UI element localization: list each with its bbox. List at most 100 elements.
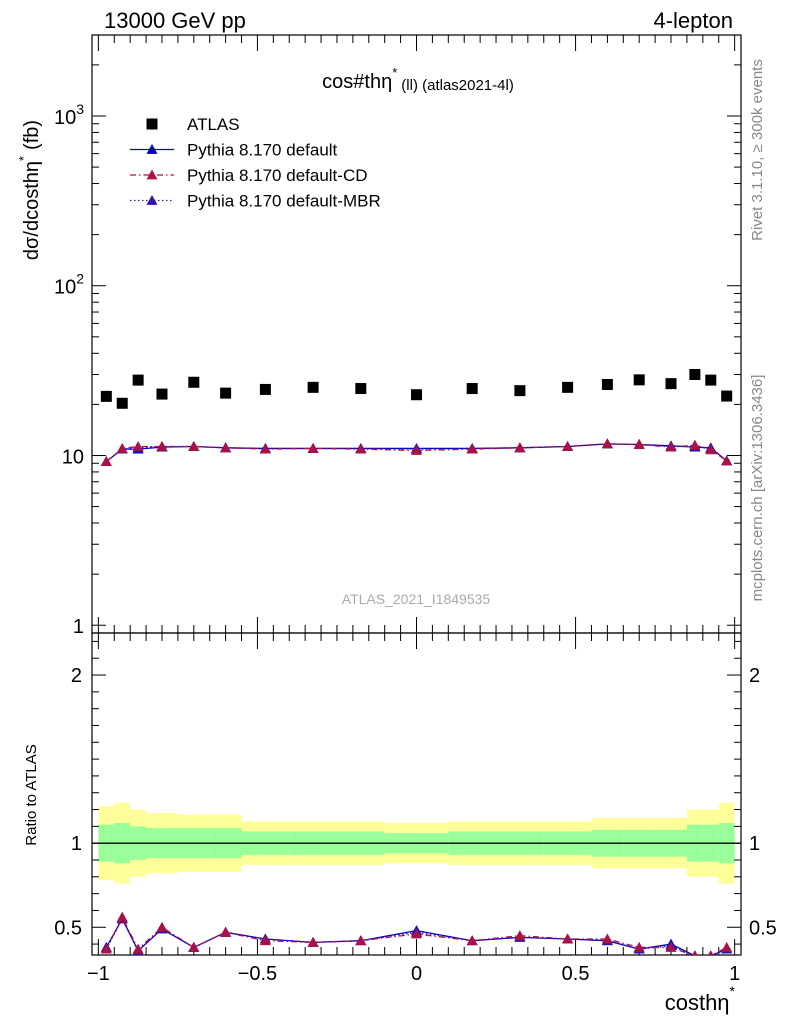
- pythia-default-cd-point: [132, 440, 144, 451]
- ratio-frame: [91, 632, 742, 956]
- ratio-y-axis-label: Ratio to ATLAS: [23, 744, 40, 845]
- y-tick-label-base: 10: [54, 277, 76, 299]
- plot-title-sub: (ll) (atlas2021-4l): [401, 77, 514, 94]
- plot-title-sup: *: [392, 65, 397, 80]
- atlas-data-point: [466, 383, 478, 395]
- pythia-default-cd-point: [259, 443, 271, 454]
- pythia-default-cd-point: [562, 440, 574, 451]
- rivet-version-label: Rivet 3.1.10, ≥ 300k events: [749, 59, 766, 241]
- pythia-default-cd-point: [355, 443, 367, 454]
- atlas-data-point: [633, 374, 645, 386]
- ratio-pythia-default-cd-point: [721, 941, 733, 952]
- ratio-pythia-default-cd-point: [633, 941, 645, 952]
- y-tick-label-ratio-right: 0.5: [749, 917, 777, 939]
- atlas-data-point: [188, 376, 200, 388]
- ratio-pythia-default-cd-point: [562, 933, 574, 944]
- ratio-pythia-default-cd-point: [220, 926, 232, 937]
- pythia-default-cd-point: [100, 456, 112, 467]
- ratio-pythia-default-cd-point: [601, 933, 613, 944]
- x-axis-label: costhη*: [665, 983, 736, 1015]
- plot-title: cos#thη* (ll) (atlas2021-4l): [322, 65, 514, 94]
- legend-marker: [146, 169, 158, 180]
- atlas-data-point: [689, 368, 701, 380]
- pythia-default-cd-point: [156, 440, 168, 451]
- header-left: 13000 GeV pp: [104, 8, 246, 33]
- atlas-data-point: [100, 390, 112, 402]
- ratio-pythia-default-cd-point: [514, 930, 526, 941]
- x-axis-label-main: costhη: [665, 990, 730, 1015]
- legend-marker: [146, 144, 158, 154]
- y-tick-label-base: 1: [73, 616, 84, 638]
- legend-label: Pythia 8.170 default-CD: [187, 166, 368, 185]
- ratio-pythia-default-cd-point: [307, 936, 319, 947]
- y-tick-label: 102: [54, 271, 84, 299]
- atlas-data-point: [259, 383, 271, 395]
- ratio-pythia-default-cd-point: [116, 911, 128, 922]
- legend-label: ATLAS: [187, 115, 240, 134]
- y-tick-label-ratio: 0.5: [54, 917, 82, 939]
- pythia-default-cd-point: [307, 442, 319, 453]
- atlas-data-point: [721, 390, 733, 402]
- pythia-default-cd-point: [220, 442, 232, 453]
- pythia-default-cd-point: [466, 443, 478, 454]
- y-tick-label: 1: [73, 616, 84, 638]
- atlas-data-point: [665, 378, 677, 390]
- ratio-series: [100, 911, 733, 955]
- pythia-default-cd-point: [188, 440, 200, 451]
- pythia-default-cd-point: [665, 441, 677, 452]
- legend-label: Pythia 8.170 default: [187, 141, 338, 160]
- atlas-data-point: [514, 385, 526, 397]
- y-tick-label: 10: [62, 446, 84, 468]
- atlas-data-point: [220, 387, 232, 399]
- atlas-data-point: [562, 381, 574, 393]
- x-tick-label: 0.5: [562, 963, 590, 985]
- x-axis-label-sup: *: [730, 983, 736, 999]
- x-tick-label: −1: [87, 963, 110, 985]
- y-axis-label-sup: *: [16, 156, 31, 161]
- y-tick-label-ratio: 1: [71, 833, 82, 855]
- ratio-pythia-default-cd-point: [259, 935, 271, 946]
- pythia-default-cd-point: [411, 444, 422, 455]
- main-series: [100, 368, 733, 467]
- x-tick-label: 0: [411, 963, 422, 985]
- legend-marker-atlas: [146, 118, 158, 130]
- ratio-pythia-default-cd-point: [665, 941, 677, 952]
- ratio-pythia-default-cd-point: [355, 935, 367, 946]
- legend-marker: [146, 195, 158, 205]
- y-tick-label-exponent: 2: [76, 271, 84, 287]
- plot-title-main: cos#thη: [322, 71, 392, 93]
- y-tick-label-ratio-right: 1: [749, 833, 760, 855]
- ratio-pythia-default-cd-point: [188, 941, 200, 952]
- atlas-data-point: [307, 381, 319, 393]
- ratio-pythia-default-cd-point: [466, 935, 478, 946]
- y-axis-label-main: dσ/dcosthη: [21, 161, 43, 260]
- pythia-default-cd-point: [633, 439, 645, 449]
- pythia-default-cd-point: [705, 444, 717, 455]
- ratio-pythia-default-cd-point: [132, 943, 144, 954]
- pythia-default-cd-point: [721, 455, 733, 466]
- ratio-pythia-default-cd-point: [692, 950, 698, 955]
- pythia-default-cd-point: [601, 438, 613, 449]
- ratio-pythia-default-cd-point: [708, 950, 714, 955]
- pythia-default-cd-point: [689, 439, 701, 450]
- ratio-pythia-default-cd-point: [100, 943, 112, 954]
- atlas-data-point: [355, 383, 367, 395]
- analysis-watermark: ATLAS_2021_I1849535: [342, 591, 491, 607]
- ratio-pythia-default-cd-point: [411, 928, 422, 939]
- y-tick-label-ratio: 2: [71, 665, 82, 687]
- legend-label: Pythia 8.170 default-MBR: [187, 192, 381, 211]
- ratio-pythia-default-cd-point: [156, 921, 168, 932]
- atlas-data-point: [705, 374, 717, 386]
- x-tick-label: 1: [729, 963, 740, 985]
- y-tick-label-base: 10: [54, 107, 76, 129]
- y-tick-label-exponent: 3: [76, 101, 84, 117]
- pythia-default-cd-point: [116, 442, 128, 453]
- atlas-data-point: [156, 388, 168, 400]
- y-tick-label: 103: [54, 101, 84, 129]
- x-tick-label: −0.5: [238, 963, 277, 985]
- atlas-data-point: [132, 374, 144, 386]
- atlas-data-point: [116, 397, 128, 409]
